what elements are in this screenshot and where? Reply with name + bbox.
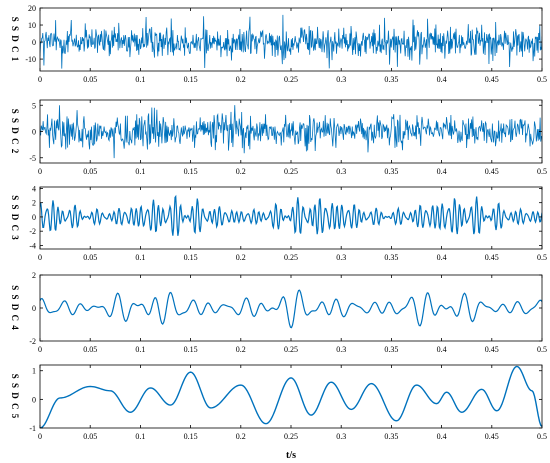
y-tick-label: 2	[32, 199, 36, 208]
x-tick-label: 0.45	[485, 167, 499, 176]
y-tick-label: -1	[29, 424, 36, 433]
y-axis-label: S S D C 2	[10, 109, 20, 155]
y-tick-label: 0	[32, 395, 36, 404]
subplot-4: 0 0.05 0.1 0.15 0.2 0.25 0.3 0.35 0.4 0.45 0.520-2…	[10, 271, 547, 354]
subplot-5: 0 0.05 0.1 0.15 0.2 0.25 0.3 0.35 0.4 0.45 0.510-1…	[10, 364, 547, 461]
x-tick-label: 0.25	[284, 345, 298, 354]
subplot-1: 0 0.05 0.1 0.15 0.2 0.25 0.3 0.35 0.4 0.45 0.5 20 10…	[10, 4, 547, 84]
subplot-3: 0 0.05 0.1 0.15 0.2 0.25 0.3 0.35 0.4 0.45 0.5420-…	[10, 184, 547, 262]
x-tick-label: 0.5	[537, 253, 547, 262]
y-tick-label: -5	[29, 154, 36, 163]
x-tick-label: 0	[38, 253, 42, 262]
x-tick-label: 0.45	[485, 75, 499, 84]
x-tick-label: 0.4	[437, 253, 447, 262]
x-tick-label: 0.45	[485, 345, 499, 354]
x-tick-label: 0.25	[284, 432, 298, 441]
x-tick-label: 0.3	[336, 75, 346, 84]
y-tick-label: 0	[32, 304, 36, 313]
y-tick-label: -2	[29, 227, 36, 236]
x-tick-label: 0.5	[537, 432, 547, 441]
x-axis-label: t/s	[286, 450, 296, 461]
x-tick-label: 0.4	[437, 345, 447, 354]
x-tick-label: 0.25	[284, 75, 298, 84]
x-tick-label: 0.05	[83, 75, 97, 84]
x-tick-label: 0.05	[83, 167, 97, 176]
plot-frame	[39, 364, 543, 429]
x-tick-label: 0.35	[384, 75, 398, 84]
x-tick-label: 0.1	[135, 253, 145, 262]
signal-line-2	[40, 105, 542, 159]
y-tick-label: 0	[32, 213, 36, 222]
x-tick-label: 0.35	[384, 167, 398, 176]
y-tick-label: -2	[29, 337, 36, 346]
x-tick-label: 0.15	[184, 75, 198, 84]
y-tick-label: 1	[32, 367, 36, 376]
y-tick-label: -4	[29, 241, 36, 250]
signal-line-4	[40, 289, 542, 329]
x-tick-label: 0.25	[284, 253, 298, 262]
y-tick-label: 5	[32, 101, 36, 110]
x-tick-label: 0.15	[184, 345, 198, 354]
x-tick-label: 0.1	[135, 167, 145, 176]
y-axis-label: S S D C 5	[10, 374, 20, 420]
x-tick-label: 0.45	[485, 432, 499, 441]
x-tick-label: 0.2	[236, 167, 246, 176]
y-axis-label: S S D C 4	[10, 285, 20, 331]
x-tick-label: 0	[38, 345, 42, 354]
x-tick-label: 0.05	[83, 253, 97, 262]
x-tick-label: 0	[38, 432, 42, 441]
x-tick-label: 0.5	[537, 75, 547, 84]
signal-line-5	[40, 365, 542, 428]
x-tick-label: 0.25	[284, 167, 298, 176]
signal-line-1	[40, 14, 542, 69]
signal-line-3	[40, 194, 542, 236]
x-tick-label: 0.45	[485, 253, 499, 262]
plot-frame	[39, 274, 543, 342]
x-tick-label: 0	[38, 75, 42, 84]
x-tick-label: 0.35	[384, 432, 398, 441]
y-tick-label: 4	[32, 184, 36, 193]
x-tick-label: 0.15	[184, 167, 198, 176]
x-tick-label: 0.3	[336, 167, 346, 176]
x-tick-label: 0.5	[537, 345, 547, 354]
x-tick-label: 0.3	[336, 432, 346, 441]
y-axis-label: S S D C 1	[10, 17, 20, 63]
y-tick-label: 0	[32, 38, 36, 47]
y-axis-label: S S D C 3	[10, 195, 20, 241]
x-tick-label: 0.2	[236, 432, 246, 441]
subplot-2: 0 0.05 0.1 0.15 0.2 0.25 0.3 0.35 0.4 0.45 0.550-5…	[10, 99, 547, 176]
x-tick-label: 0.4	[437, 75, 447, 84]
y-tick-label: -10	[25, 55, 36, 64]
x-tick-label: 0.5	[537, 167, 547, 176]
x-tick-label: 0.2	[236, 345, 246, 354]
x-tick-label: 0.4	[437, 432, 447, 441]
x-tick-label: 0.4	[437, 167, 447, 176]
x-tick-label: 0.3	[336, 345, 346, 354]
x-tick-label: 0.15	[184, 432, 198, 441]
y-tick-label: 2	[32, 271, 36, 280]
x-tick-label: 0.35	[384, 345, 398, 354]
x-tick-label: 0.05	[83, 345, 97, 354]
x-tick-label: 0.3	[336, 253, 346, 262]
y-tick-label: 10	[28, 21, 36, 30]
y-tick-label: 0	[32, 128, 36, 137]
x-tick-label: 0.1	[135, 432, 145, 441]
x-tick-label: 0.15	[184, 253, 198, 262]
x-tick-label: 0.35	[384, 253, 398, 262]
y-tick-label: 20	[28, 4, 36, 13]
x-tick-label: 0.1	[135, 75, 145, 84]
x-tick-label: 0.2	[236, 75, 246, 84]
x-tick-label: 0	[38, 167, 42, 176]
x-tick-label: 0.1	[135, 345, 145, 354]
x-tick-label: 0.05	[83, 432, 97, 441]
x-tick-label: 0.2	[236, 253, 246, 262]
